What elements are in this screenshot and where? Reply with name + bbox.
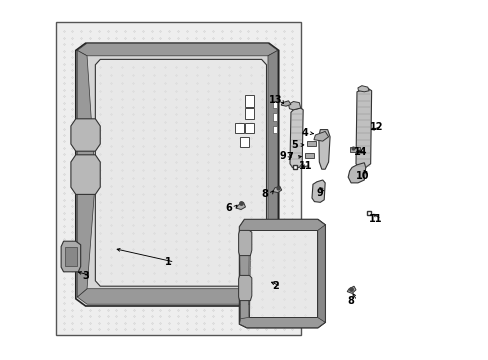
Bar bbox=[244, 123, 253, 133]
Text: 14: 14 bbox=[353, 147, 366, 157]
Polygon shape bbox=[249, 230, 316, 317]
Bar bbox=[272, 126, 276, 133]
Polygon shape bbox=[239, 220, 325, 232]
Polygon shape bbox=[239, 220, 325, 328]
Bar bbox=[244, 95, 253, 107]
Polygon shape bbox=[346, 286, 355, 293]
Bar bbox=[240, 137, 248, 147]
Bar bbox=[304, 153, 314, 158]
Text: 8: 8 bbox=[347, 296, 354, 306]
Polygon shape bbox=[238, 275, 251, 301]
Text: 12: 12 bbox=[369, 122, 383, 132]
Polygon shape bbox=[236, 202, 245, 210]
Bar bbox=[306, 141, 315, 146]
Polygon shape bbox=[77, 289, 277, 304]
Polygon shape bbox=[289, 108, 303, 167]
Bar bbox=[272, 101, 276, 108]
Polygon shape bbox=[355, 88, 371, 167]
Bar bbox=[244, 108, 253, 119]
Polygon shape bbox=[77, 50, 95, 297]
Text: 13: 13 bbox=[268, 95, 282, 105]
Text: 11: 11 bbox=[368, 214, 382, 224]
Text: 9: 9 bbox=[279, 150, 285, 161]
Text: 7: 7 bbox=[286, 152, 293, 162]
Text: 2: 2 bbox=[271, 281, 278, 291]
Polygon shape bbox=[317, 225, 325, 322]
Bar bbox=[64, 247, 77, 266]
Bar bbox=[56, 22, 300, 335]
Text: 11: 11 bbox=[298, 161, 312, 171]
Text: 3: 3 bbox=[82, 271, 89, 281]
Text: 6: 6 bbox=[224, 203, 231, 213]
Polygon shape bbox=[357, 86, 368, 92]
Bar bbox=[235, 123, 244, 133]
Polygon shape bbox=[311, 180, 325, 202]
Text: 5: 5 bbox=[290, 140, 297, 150]
Bar bbox=[272, 113, 276, 121]
Text: 8: 8 bbox=[261, 189, 268, 199]
Text: 9: 9 bbox=[316, 188, 323, 198]
Polygon shape bbox=[239, 318, 325, 328]
Text: 10: 10 bbox=[355, 171, 369, 181]
Polygon shape bbox=[61, 241, 81, 272]
Polygon shape bbox=[313, 131, 328, 141]
Polygon shape bbox=[318, 130, 329, 169]
Polygon shape bbox=[267, 50, 277, 295]
Polygon shape bbox=[347, 163, 365, 183]
Text: 4: 4 bbox=[301, 128, 307, 138]
Polygon shape bbox=[71, 119, 100, 151]
Polygon shape bbox=[281, 101, 290, 106]
Polygon shape bbox=[77, 43, 277, 56]
Polygon shape bbox=[272, 186, 281, 193]
Bar bbox=[349, 147, 360, 152]
Polygon shape bbox=[288, 102, 300, 110]
Text: 1: 1 bbox=[165, 257, 172, 267]
Polygon shape bbox=[76, 43, 278, 306]
Polygon shape bbox=[238, 230, 251, 256]
Polygon shape bbox=[71, 155, 100, 194]
Polygon shape bbox=[239, 232, 249, 319]
Polygon shape bbox=[95, 59, 266, 286]
